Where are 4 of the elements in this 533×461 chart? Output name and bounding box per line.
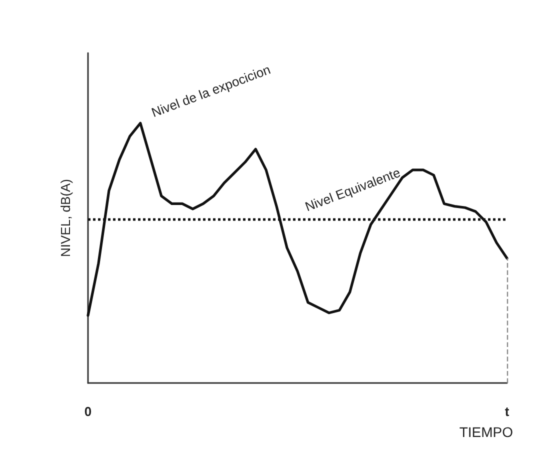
y-axis-title: NIVEL, dB(A) [58,178,73,258]
x-axis-title: TIEMPO [459,424,514,440]
x-tick-label: 0 [84,404,92,419]
x-tick-label: t [504,404,510,419]
